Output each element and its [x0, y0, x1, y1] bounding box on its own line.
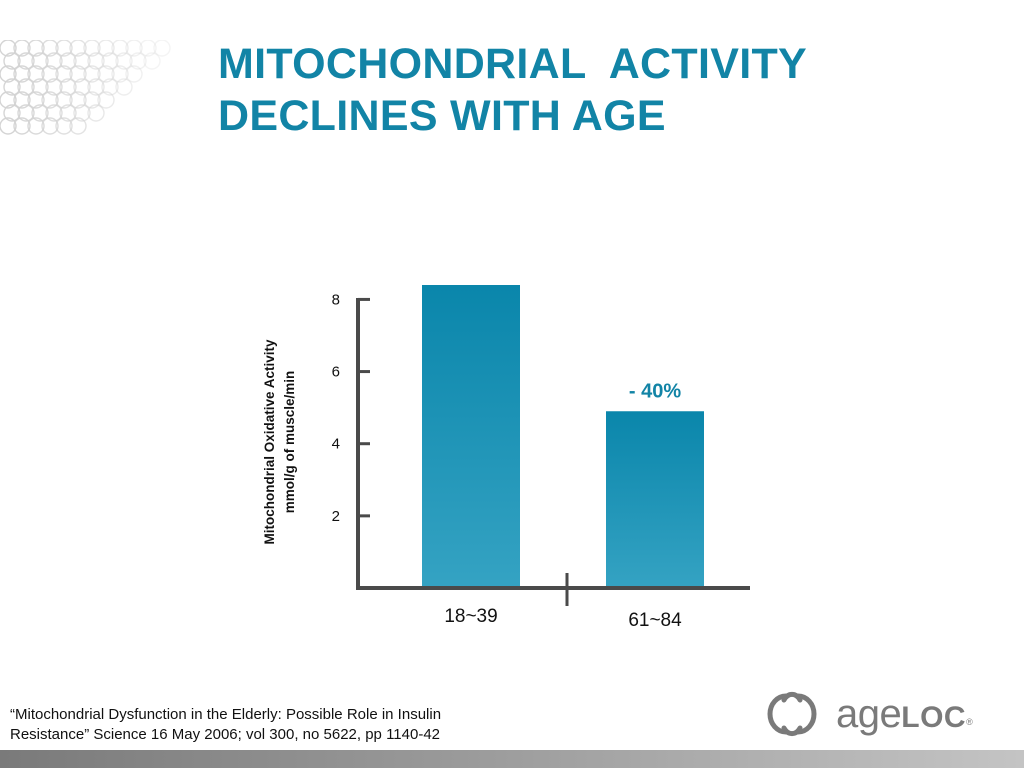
- decorative-circle: [83, 65, 101, 83]
- decorative-circle: [41, 117, 59, 135]
- decorative-circle: [97, 40, 115, 57]
- decorative-circle: [0, 65, 17, 83]
- decorative-circle: [59, 52, 77, 70]
- footer-bar: [0, 750, 1024, 768]
- x-tick-label: 18~39: [444, 606, 497, 627]
- decorative-circle: [115, 78, 133, 96]
- y-axis-unit: mmol/g of muscle/min: [282, 371, 297, 514]
- decorative-circle: [87, 52, 105, 70]
- slide-title-line-2: DECLINES WITH AGE: [218, 92, 666, 140]
- logo-text-age: age: [836, 692, 902, 736]
- decorative-circle: [139, 40, 157, 57]
- decorative-circle: [69, 40, 87, 57]
- decorative-circle: [69, 91, 87, 109]
- decorative-circle: [55, 91, 73, 109]
- decorative-circle: [31, 78, 49, 96]
- y-tick-label: 8: [332, 291, 340, 308]
- decorative-circle: [13, 65, 31, 83]
- decorative-circle: [69, 65, 87, 83]
- decorative-circle: [27, 91, 45, 109]
- decorative-circle: [59, 78, 77, 96]
- interlocking-rings-icon: [767, 691, 817, 737]
- registered-mark: ®: [966, 717, 973, 727]
- decorative-circle: [111, 65, 129, 83]
- bar-18~39: [422, 285, 520, 590]
- citation-line-1: “Mitochondrial Dysfunction in the Elderl…: [10, 706, 442, 723]
- decorative-circle: [45, 78, 63, 96]
- ageloc-logo: ageLOC®: [758, 688, 998, 740]
- decorative-circle: [0, 91, 17, 109]
- decorative-circle: [31, 52, 49, 70]
- decorative-circle: [0, 117, 17, 135]
- decorative-circle: [17, 52, 35, 70]
- decorative-circle: [69, 117, 87, 135]
- decorative-circle: [45, 104, 63, 122]
- decorative-circle: [41, 91, 59, 109]
- slide-title: MITOCHONDRIAL ACTIVITY DECLINES WITH AGE: [218, 38, 807, 142]
- slide-title-line-1: MITOCHONDRIAL ACTIVITY: [218, 40, 807, 88]
- y-tick-label: 4: [332, 436, 340, 453]
- decorative-circle: [3, 104, 21, 122]
- decorative-circle: [31, 104, 49, 122]
- decorative-circle: [13, 91, 31, 109]
- decorative-circle: [73, 78, 91, 96]
- x-tick-label: 61~84: [628, 610, 682, 631]
- decorative-circle: [41, 40, 59, 57]
- y-tick-label: 6: [332, 364, 340, 381]
- decorative-circle: [97, 65, 115, 83]
- bar-61~84: [606, 411, 704, 590]
- x-axis-tick-labels: 18~39 61~84: [444, 606, 682, 631]
- decorative-circle: [153, 40, 171, 57]
- decorative-circle-pattern: [0, 40, 171, 135]
- y-tick-label: 2: [332, 508, 340, 525]
- decorative-circle: [111, 40, 129, 57]
- citation: “Mitochondrial Dysfunction in the Elderl…: [10, 705, 441, 745]
- decorative-circle: [55, 40, 73, 57]
- decorative-circle: [129, 52, 147, 70]
- decorative-circle: [55, 117, 73, 135]
- decorative-circle: [125, 40, 143, 57]
- decorative-circle: [83, 91, 101, 109]
- bar-chart: Mitochondrial Oxidative Activity mmol/g …: [262, 285, 750, 631]
- percent-change-annotation: - 40%: [629, 380, 681, 402]
- decorative-circle: [3, 78, 21, 96]
- decorative-circle: [73, 52, 91, 70]
- decorative-circle: [55, 65, 73, 83]
- decorative-circle: [101, 78, 119, 96]
- decorative-circle: [0, 40, 17, 57]
- decorative-circle: [45, 52, 63, 70]
- decorative-circle: [143, 52, 161, 70]
- decorative-circle: [17, 104, 35, 122]
- decorative-circle: [115, 52, 133, 70]
- decorative-circle: [13, 117, 31, 135]
- decorative-circle: [73, 104, 91, 122]
- y-axis-ticks: 2 4 6 8: [332, 291, 370, 525]
- y-axis-title: Mitochondrial Oxidative Activity mmol/g …: [262, 339, 297, 545]
- decorative-circle: [87, 104, 105, 122]
- decorative-circle: [125, 65, 143, 83]
- decorative-circle: [59, 104, 77, 122]
- decorative-circle: [17, 78, 35, 96]
- logo-wordmark: ageLOC®: [836, 690, 973, 742]
- decorative-circle: [41, 65, 59, 83]
- y-axis-label: Mitochondrial Oxidative Activity: [262, 339, 277, 545]
- decorative-circle: [27, 117, 45, 135]
- decorative-circle: [83, 40, 101, 57]
- bars: [422, 285, 704, 590]
- decorative-circle: [101, 52, 119, 70]
- decorative-circle: [87, 78, 105, 96]
- logo-text-loc: LOC: [901, 701, 967, 734]
- decorative-circle: [13, 40, 31, 57]
- decorative-circle: [27, 40, 45, 57]
- citation-line-2: Resistance” Science 16 May 2006; vol 300…: [10, 726, 441, 743]
- decorative-circle: [3, 52, 21, 70]
- decorative-circle: [97, 91, 115, 109]
- decorative-circle: [27, 65, 45, 83]
